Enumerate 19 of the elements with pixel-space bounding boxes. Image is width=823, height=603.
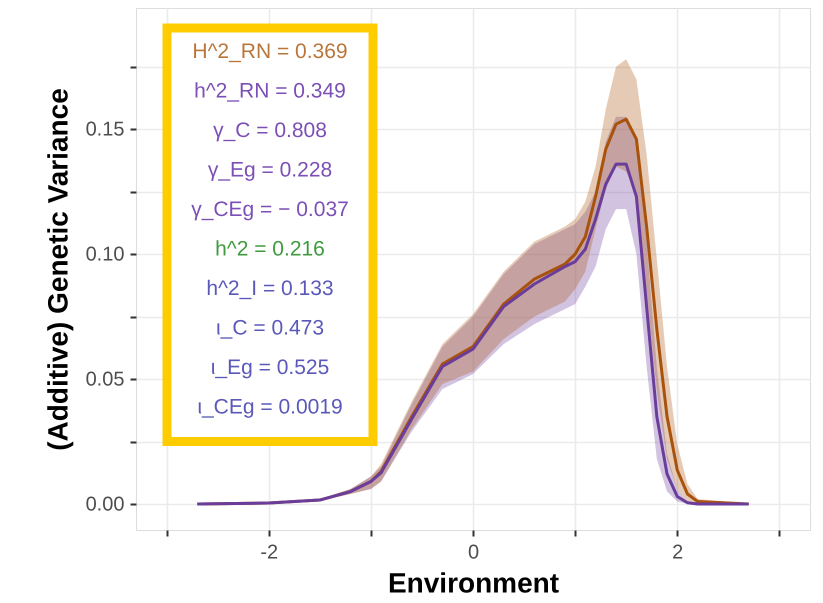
x-tick-label: 2 <box>672 542 684 564</box>
x-tick-label: -2 <box>260 542 278 564</box>
x-tick-label: 0 <box>468 542 480 564</box>
annotation: γ_C = 0.808 <box>213 119 327 142</box>
y-tick-label: 0.00 <box>86 494 124 516</box>
y-axis-title: (Additive) Genetic Variance <box>42 88 74 451</box>
y-tick-label: 0.05 <box>86 368 124 391</box>
annotation: H^2_RN = 0.369 <box>192 40 348 63</box>
annotation: γ_Eg = 0.228 <box>208 158 332 182</box>
annotation: ι_C = 0.473 <box>216 316 324 340</box>
y-tick-label: 0.10 <box>86 244 124 266</box>
annotation: h^2_I = 0.133 <box>206 277 334 300</box>
annotation: ι_CEg = 0.0019 <box>197 396 343 418</box>
x-axis-title: Environment <box>388 568 560 598</box>
annotation: ι_Eg = 0.525 <box>210 356 330 379</box>
annotation: h^2_RN = 0.349 <box>194 80 346 102</box>
annotation: γ_CEg = − 0.037 <box>191 198 349 221</box>
y-tick-label: 0.15 <box>86 118 124 141</box>
annotation: h^2 = 0.216 <box>215 238 325 260</box>
